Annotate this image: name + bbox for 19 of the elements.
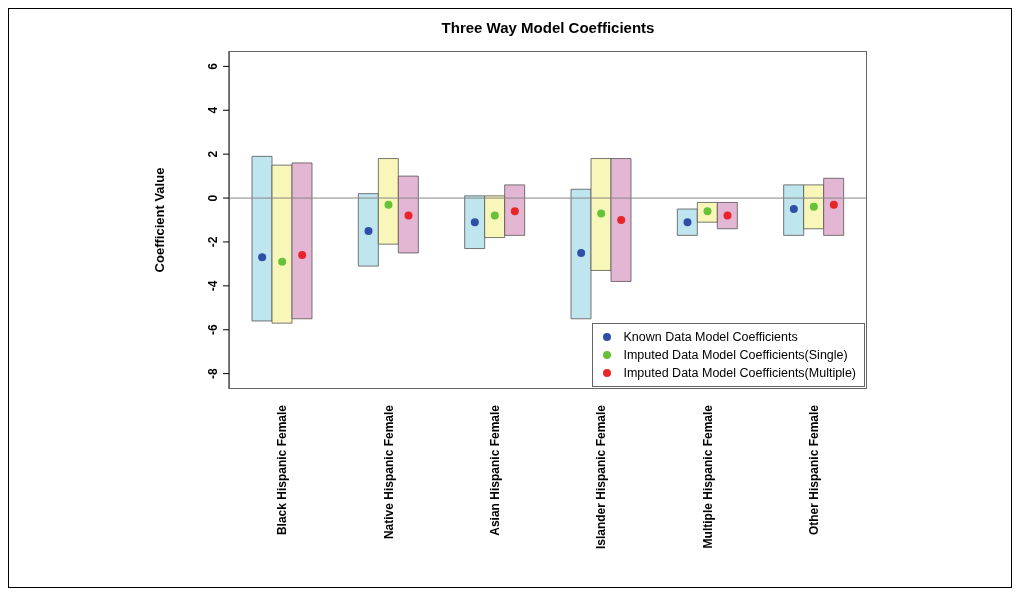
y-tick-label: -6 (206, 324, 220, 336)
x-tick-label: Asian Hispanic Female (487, 404, 502, 536)
x-tick-label: Black Hispanic Female (275, 404, 290, 536)
y-tick-label: -2 (206, 236, 220, 248)
y-tick-label: -4 (206, 280, 220, 292)
legend-label: Imputed Data Model Coefficients(Single) (623, 347, 848, 364)
y-tick-label: -8 (206, 367, 220, 379)
x-tick-label: Other Hispanic Female (806, 404, 821, 536)
y-axis-title: Coefficient Value (151, 167, 167, 273)
x-tick-label: Islander Hispanic Female (594, 404, 609, 550)
y-tick-label: 6 (206, 62, 220, 70)
y-tick-label: 2 (206, 150, 220, 158)
x-tick-label: Native Hispanic Female (381, 404, 396, 540)
y-tick-label: 4 (206, 106, 220, 114)
chart-title: Three Way Model Coefficients (440, 19, 656, 36)
x-tick-label: Multiple Hispanic Female (700, 404, 715, 549)
y-tick-label: 0 (206, 194, 220, 202)
legend-label: Known Data Model Coefficients (623, 329, 798, 346)
legend-label: Imputed Data Model Coefficients(Multiple) (623, 365, 856, 382)
